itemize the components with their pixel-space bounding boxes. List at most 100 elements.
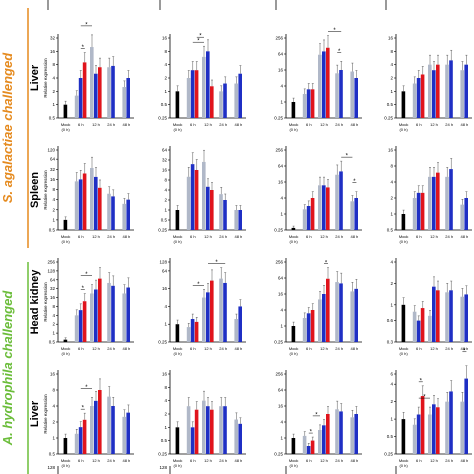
x-tick-label: 6 h <box>306 458 312 463</box>
x-tick-label: 48 h <box>461 122 469 127</box>
y-tick-label: 4 <box>280 84 283 89</box>
panel: 0.5 1 2 4 8 16 * * Mock(0 h) 6 h 12 h 24 h 48 h <box>49 370 134 468</box>
partial-bottom-row: 128 128 <box>47 465 397 474</box>
bar <box>210 190 214 230</box>
y-tick-label: 0.25 <box>158 340 167 345</box>
bar <box>306 446 311 454</box>
bar <box>432 404 436 454</box>
y-tick-label: 128 <box>47 268 55 273</box>
bar <box>190 319 195 342</box>
y-tick-label: 4 <box>164 188 167 193</box>
bar <box>107 396 111 454</box>
bar <box>460 204 464 230</box>
bar <box>194 321 199 342</box>
bar <box>291 438 296 454</box>
x-tick-label: 24 h <box>445 346 453 351</box>
x-tick-label: Mock <box>399 234 409 239</box>
y-tick-label: 4 <box>390 180 393 185</box>
bar <box>310 310 315 342</box>
y-tick-label: 16 <box>278 404 284 409</box>
bar <box>194 409 199 454</box>
bar <box>202 56 206 118</box>
x-tick-label: 6 h <box>190 458 196 463</box>
bar <box>126 412 130 454</box>
bar <box>111 65 115 118</box>
y-tick-label: 0.5 <box>387 434 394 439</box>
x-tick-label: 12 h <box>430 122 438 127</box>
bar <box>326 47 330 118</box>
y-tick-label: 8 <box>52 187 55 192</box>
y-tick-label: 16 <box>50 177 56 182</box>
bar <box>420 192 425 230</box>
bar <box>90 406 94 454</box>
bar <box>460 296 464 342</box>
y-tick-label: 16 <box>50 49 56 54</box>
bar <box>122 87 126 118</box>
x-tick-label: (0 h) <box>399 239 408 244</box>
bar <box>412 198 417 230</box>
y-tick-label: 8 <box>52 388 55 393</box>
bar <box>223 406 227 454</box>
bar <box>111 406 115 454</box>
bar <box>107 67 111 118</box>
y-tick-label: 0.25 <box>158 452 167 457</box>
bar <box>175 324 180 342</box>
bar <box>302 318 307 342</box>
bar <box>310 440 315 454</box>
bar <box>302 209 307 230</box>
y-tick-label: 16 <box>50 295 56 300</box>
bar <box>107 282 111 342</box>
x-tick-label: (0 h) <box>399 351 408 356</box>
bar <box>122 293 126 342</box>
y-tick-label: 0.5 <box>49 452 56 457</box>
bar <box>63 219 68 230</box>
y-tick-label: 1 <box>280 212 283 217</box>
bar <box>412 424 417 454</box>
bar <box>310 198 315 230</box>
y-tick-label: 64 <box>50 157 56 162</box>
bar <box>432 286 436 342</box>
bar <box>122 416 126 454</box>
bar <box>428 64 432 118</box>
x-tick-label: 48 h <box>461 346 469 351</box>
x-tick-label: (0 h) <box>289 351 298 356</box>
bar <box>464 198 468 230</box>
y-tick-label: 1 <box>390 212 393 217</box>
x-tick-label: 24 h <box>219 122 227 127</box>
bar <box>339 411 343 454</box>
y-tick-label: 4 <box>164 304 167 309</box>
y-tick-label: 256 <box>275 260 283 265</box>
y-axis-label: Relative expression <box>43 394 48 434</box>
bar <box>420 396 425 454</box>
x-tick-label: (0 h) <box>289 127 298 132</box>
bar <box>401 214 406 230</box>
x-tick-label: 24 h <box>335 458 343 463</box>
y-tick-label: 2 <box>164 412 167 417</box>
y-tick-label: 128 <box>159 260 167 265</box>
panel: 0.3 0.6 1 2 4 Mock(0 h) 6 h 12 h 24 h 48 h <box>387 258 472 356</box>
x-tick-label: 12 h <box>430 346 438 351</box>
bar <box>322 425 326 454</box>
y-tick-label: 64 <box>162 268 168 273</box>
bar <box>416 192 421 230</box>
bar <box>460 70 464 118</box>
y-tick-label: 0.25 <box>158 116 167 121</box>
y-tick-label: 4 <box>164 62 167 67</box>
bar <box>234 319 238 342</box>
bar <box>412 83 417 118</box>
x-tick-label: Mock <box>61 122 71 127</box>
x-tick-label: (0 h) <box>61 127 70 132</box>
bar <box>354 288 358 342</box>
y-tick-label: 8 <box>164 178 167 183</box>
x-tick-label: 48 h <box>123 458 131 463</box>
x-tick-label: (0 h) <box>399 463 408 468</box>
bar <box>74 181 79 230</box>
bar <box>126 78 130 118</box>
panel: 0.25 1 4 16 64 256 * * Mock(0 h) 6 h 12 h 24 h 48 h <box>274 28 362 132</box>
bar <box>445 176 449 230</box>
bar <box>111 285 115 342</box>
bar <box>234 210 238 230</box>
x-tick-label: (0 h) <box>289 463 298 468</box>
bar <box>420 308 425 342</box>
bar <box>94 400 98 454</box>
